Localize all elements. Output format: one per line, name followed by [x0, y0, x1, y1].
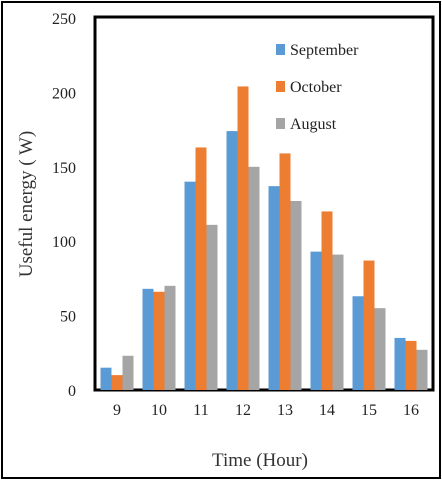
bar-august-10: [164, 285, 176, 390]
bar-august-15: [374, 308, 386, 390]
x-tick-label: 16: [403, 402, 419, 419]
bar-september-14: [310, 251, 322, 390]
legend-swatch-september: [276, 44, 285, 55]
bar-september-9: [100, 367, 112, 390]
legend: September October August: [276, 42, 359, 133]
bar-august-11: [206, 224, 218, 390]
x-tick-label: 15: [361, 402, 377, 419]
bar-august-12: [248, 166, 260, 390]
x-tick-label: 11: [193, 402, 208, 419]
plot-area: [93, 15, 435, 392]
bar-september-15: [352, 296, 364, 390]
bar-october-15: [363, 260, 375, 390]
x-tick-label: 14: [319, 402, 335, 419]
legend-label-august: August: [290, 116, 337, 133]
x-tick-label: 12: [235, 402, 251, 419]
y-tick-label: 100: [52, 234, 76, 251]
bar-september-13: [268, 186, 280, 390]
bar-september-11: [184, 181, 196, 390]
bar-september-16: [394, 337, 406, 390]
bar-september-10: [142, 288, 154, 390]
bar-october-10: [153, 291, 165, 390]
bar-october-11: [195, 147, 207, 390]
bar-august-9: [122, 355, 134, 390]
plot-border: [93, 15, 435, 392]
bar-september-12: [226, 131, 238, 390]
legend-label-september: September: [290, 42, 359, 59]
bar-october-14: [321, 211, 333, 390]
bar-october-16: [405, 340, 417, 390]
bar-august-13: [290, 201, 302, 390]
x-axis-ticks: 9 10 11 12 13 14 15 16: [113, 402, 419, 419]
bar-october-13: [279, 153, 291, 390]
bar-august-16: [416, 349, 428, 390]
bar-october-9: [111, 375, 123, 390]
x-tick-label: 9: [113, 402, 121, 419]
y-tick-label: 200: [52, 85, 76, 102]
y-tick-label: 150: [52, 160, 76, 177]
legend-label-october: October: [290, 79, 342, 96]
bar-october-12: [237, 86, 249, 390]
y-tick-label: 0: [68, 383, 76, 400]
y-axis-title: Useful energy ( W): [16, 131, 37, 278]
x-tick-label: 13: [277, 402, 293, 419]
y-axis-ticks: 0 50 100 150 200 250: [52, 11, 76, 400]
bar-august-14: [332, 254, 344, 390]
x-tick-label: 10: [151, 402, 167, 419]
legend-swatch-august: [276, 118, 285, 129]
legend-swatch-october: [276, 81, 285, 92]
y-tick-label: 50: [60, 309, 76, 326]
y-tick-label: 250: [52, 11, 76, 28]
x-axis-title: Time (Hour): [212, 450, 308, 471]
bars: [100, 86, 428, 390]
